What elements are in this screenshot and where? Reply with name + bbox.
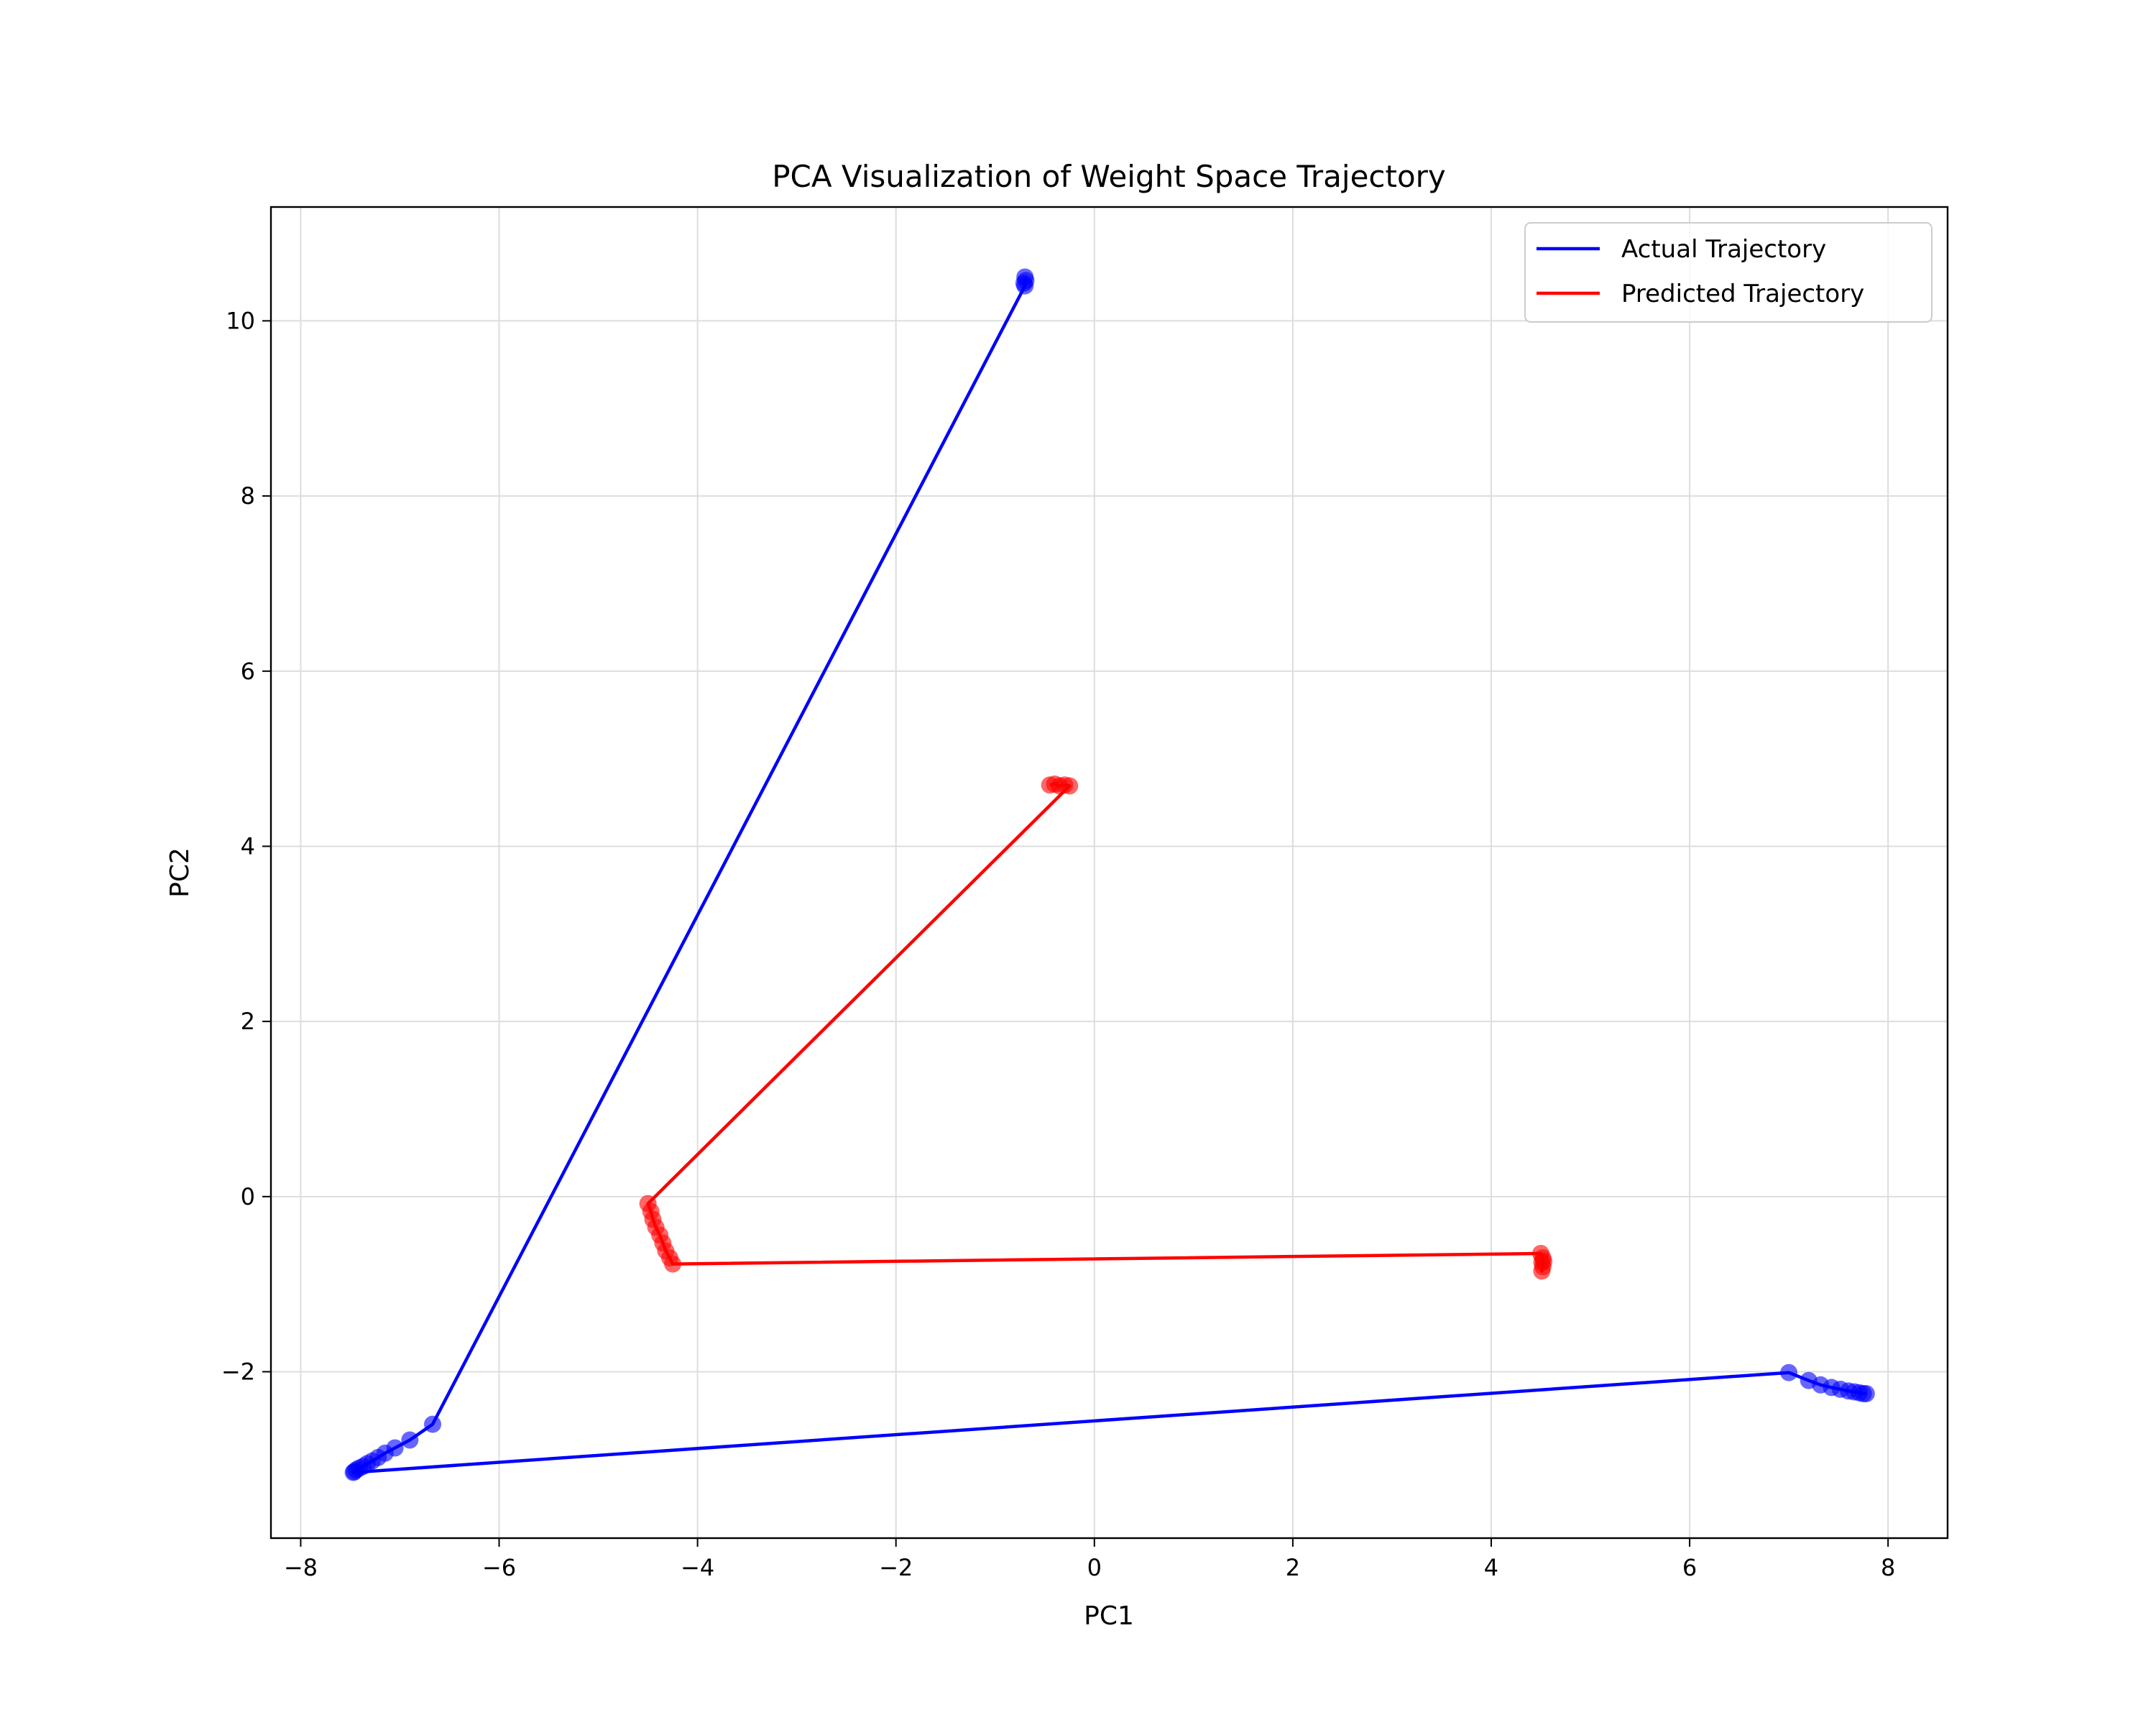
actual-trajectory-point	[401, 1431, 419, 1449]
y-tick-label: 2	[241, 1008, 255, 1035]
y-tick-label: 8	[241, 482, 255, 510]
x-tick-label: −6	[482, 1554, 516, 1581]
predicted-trajectory-point	[1061, 777, 1079, 795]
actual-trajectory-point	[424, 1415, 441, 1433]
y-tick-label: 0	[241, 1183, 255, 1210]
actual-trajectory-point	[1857, 1385, 1875, 1402]
y-tick-label: 10	[226, 307, 255, 334]
legend: Actual Trajectory Predicted Trajectory	[1524, 222, 1932, 323]
actual-trajectory-point	[1780, 1363, 1798, 1381]
y-tick-label: −2	[221, 1358, 255, 1386]
y-axis-label: PC2	[165, 847, 195, 898]
plot-frame	[270, 206, 1949, 1540]
x-tick-label: 0	[1087, 1554, 1102, 1581]
x-tick-label: 2	[1286, 1554, 1300, 1581]
legend-box	[1524, 222, 1932, 323]
predicted-trajectory-point	[1535, 1253, 1553, 1270]
axis-ticks: −8 −6 −4 −2 0 2 4 6 8 −2 0 2 4 6 8 10	[221, 307, 1896, 1581]
chart-title: PCA Visualization of Weight Space Trajec…	[772, 159, 1446, 194]
grid	[271, 207, 1948, 1538]
x-tick-label: −8	[284, 1554, 318, 1581]
actual-trajectory-point	[344, 1463, 362, 1481]
actual-trajectory-point	[1016, 277, 1034, 295]
series-layer	[344, 268, 1875, 1481]
legend-label-predicted: Predicted Trajectory	[1621, 280, 1864, 308]
x-tick-label: −2	[879, 1554, 913, 1581]
x-tick-label: 6	[1682, 1554, 1697, 1581]
x-axis-label: PC1	[1084, 1601, 1134, 1631]
legend-label-actual: Actual Trajectory	[1621, 235, 1826, 264]
x-tick-label: 8	[1881, 1554, 1895, 1581]
x-tick-label: −4	[681, 1554, 714, 1581]
predicted-trajectory-point	[664, 1255, 682, 1273]
x-tick-label: 4	[1484, 1554, 1498, 1581]
y-tick-label: 4	[241, 832, 255, 860]
y-tick-label: 6	[241, 658, 255, 685]
